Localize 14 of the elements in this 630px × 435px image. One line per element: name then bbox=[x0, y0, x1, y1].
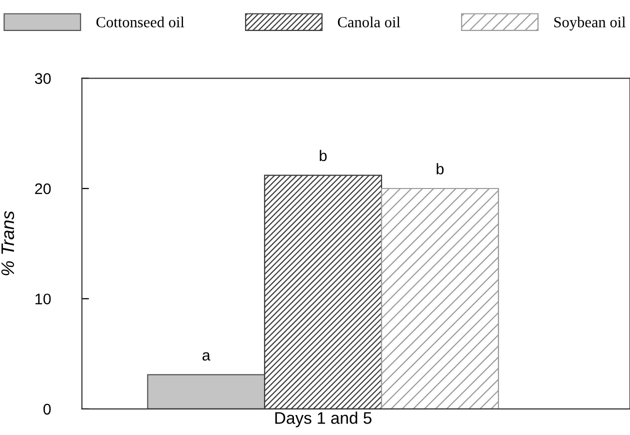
legend-label: Canola oil bbox=[338, 16, 400, 28]
y-axis-title: % Trans bbox=[1, 211, 14, 276]
data-label: b bbox=[436, 163, 444, 174]
y-tick-label: 10 bbox=[36, 294, 51, 304]
y-tick-label: 30 bbox=[34, 73, 51, 84]
bar bbox=[147, 374, 266, 409]
legend-label: Soybean oil bbox=[554, 16, 626, 30]
data-label: a bbox=[202, 352, 210, 361]
data-label: b bbox=[320, 150, 327, 162]
legend-label: Cottonseed oil bbox=[96, 16, 184, 28]
y-tick-label: 20 bbox=[35, 183, 51, 194]
y-tick-label: 0 bbox=[43, 404, 51, 415]
x-tick-label: Days 1 and 5 bbox=[275, 412, 372, 428]
bar bbox=[380, 188, 500, 409]
